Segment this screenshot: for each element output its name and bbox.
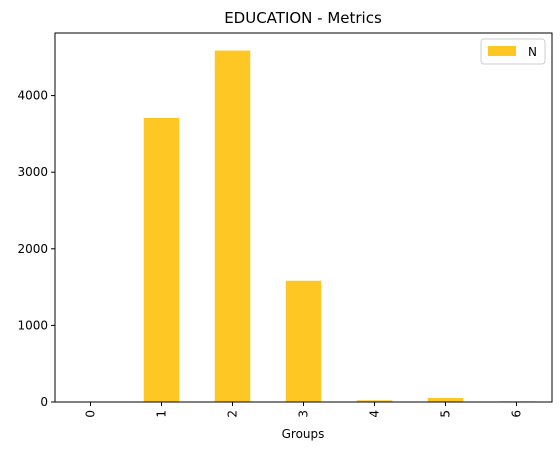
x-tick-label: 3 [297,410,311,418]
legend-swatch [488,46,516,56]
y-tick-label: 4000 [17,89,48,103]
bar-3 [285,280,322,402]
x-tick-label: 6 [510,410,524,418]
y-tick-label: 2000 [17,242,48,256]
x-axis: 0 1 2 3 4 5 6 [84,402,524,418]
y-tick-label: 3000 [17,165,48,179]
x-tick-label: 5 [439,410,453,418]
chart-title: EDUCATION - Metrics [224,9,382,27]
x-tick-label: 4 [368,410,382,418]
bars-group [143,50,535,402]
bar-1 [143,117,180,402]
x-tick-label: 2 [226,410,240,418]
bar-5 [427,398,464,402]
y-axis: 0 1000 2000 3000 4000 [17,89,55,409]
x-tick-label: 0 [84,410,98,418]
x-tick-label: 1 [155,410,169,418]
bar-2 [214,50,251,402]
bar-4 [356,400,393,402]
y-tick-label: 1000 [17,318,48,332]
x-axis-label: Groups [282,427,325,441]
y-tick-label: 0 [40,395,48,409]
legend: N [480,38,546,65]
legend-label: N [528,45,537,59]
